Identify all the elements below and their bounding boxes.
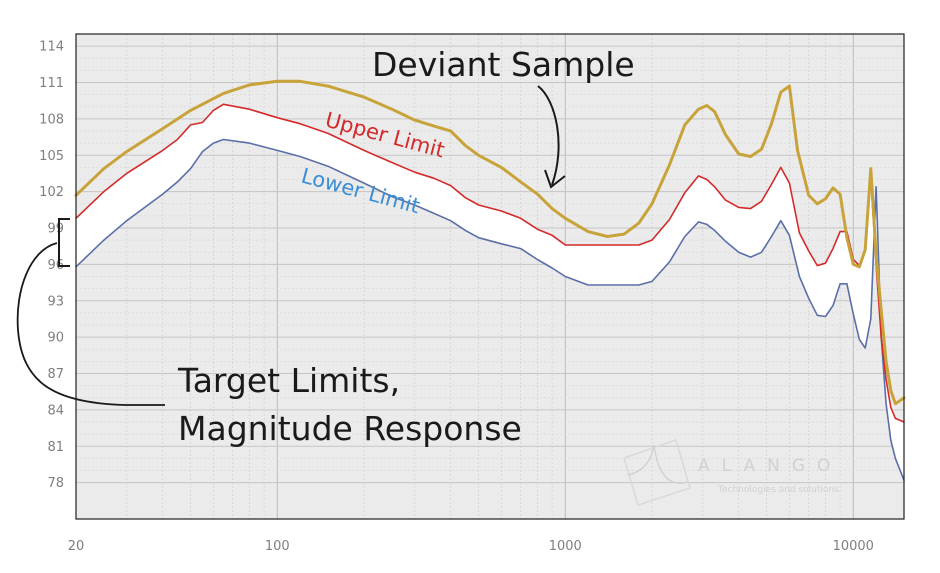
y-tick-label: 102 (39, 185, 64, 200)
y-tick-label: 78 (47, 476, 64, 491)
x-tick-label: 100 (265, 539, 290, 554)
watermark-subtitle: Technologies and solutions (717, 485, 839, 495)
alango-watermark: ALANGO Technologies and solutions (623, 439, 842, 506)
y-tick-label: 99 (47, 222, 64, 237)
deviant-sample-label: Deviant Sample (372, 45, 635, 84)
target-limits-label: Target Limits, (177, 361, 400, 400)
y-tick-label: 84 (47, 403, 64, 418)
x-axis-ticks: 20 100 1000 10000 (68, 539, 874, 554)
watermark-title: ALANGO (698, 456, 842, 476)
alango-logo-icon (623, 439, 691, 506)
x-tick-label: 10000 (833, 539, 874, 554)
lower-limit-line (75, 138, 905, 481)
y-tick-label: 90 (47, 331, 64, 346)
y-tick-label: 108 (39, 112, 64, 127)
y-tick-label: 93 (47, 294, 64, 309)
magnitude-response-label: Magnitude Response (178, 409, 522, 448)
alango-logo-curve-icon (627, 444, 689, 484)
target-limits-bracket (58, 218, 70, 267)
x-tick-label: 20 (68, 539, 85, 554)
deviant-sample-arrow (537, 85, 560, 186)
y-tick-label: 87 (47, 367, 64, 382)
y-tick-label: 81 (47, 440, 64, 455)
limit-band (76, 104, 904, 481)
plot-frame (75, 33, 905, 520)
y-tick-label: 105 (39, 149, 64, 164)
deviant-sample-line (74, 79, 906, 406)
y-tick-label: 114 (39, 40, 64, 55)
data-lines (74, 79, 906, 481)
deviant-sample-arrowhead (544, 169, 566, 189)
target-limits-connector (16, 242, 165, 406)
limit-band-fill (76, 104, 904, 481)
x-tick-label: 1000 (549, 539, 582, 554)
y-tick-label: 111 (39, 76, 64, 91)
